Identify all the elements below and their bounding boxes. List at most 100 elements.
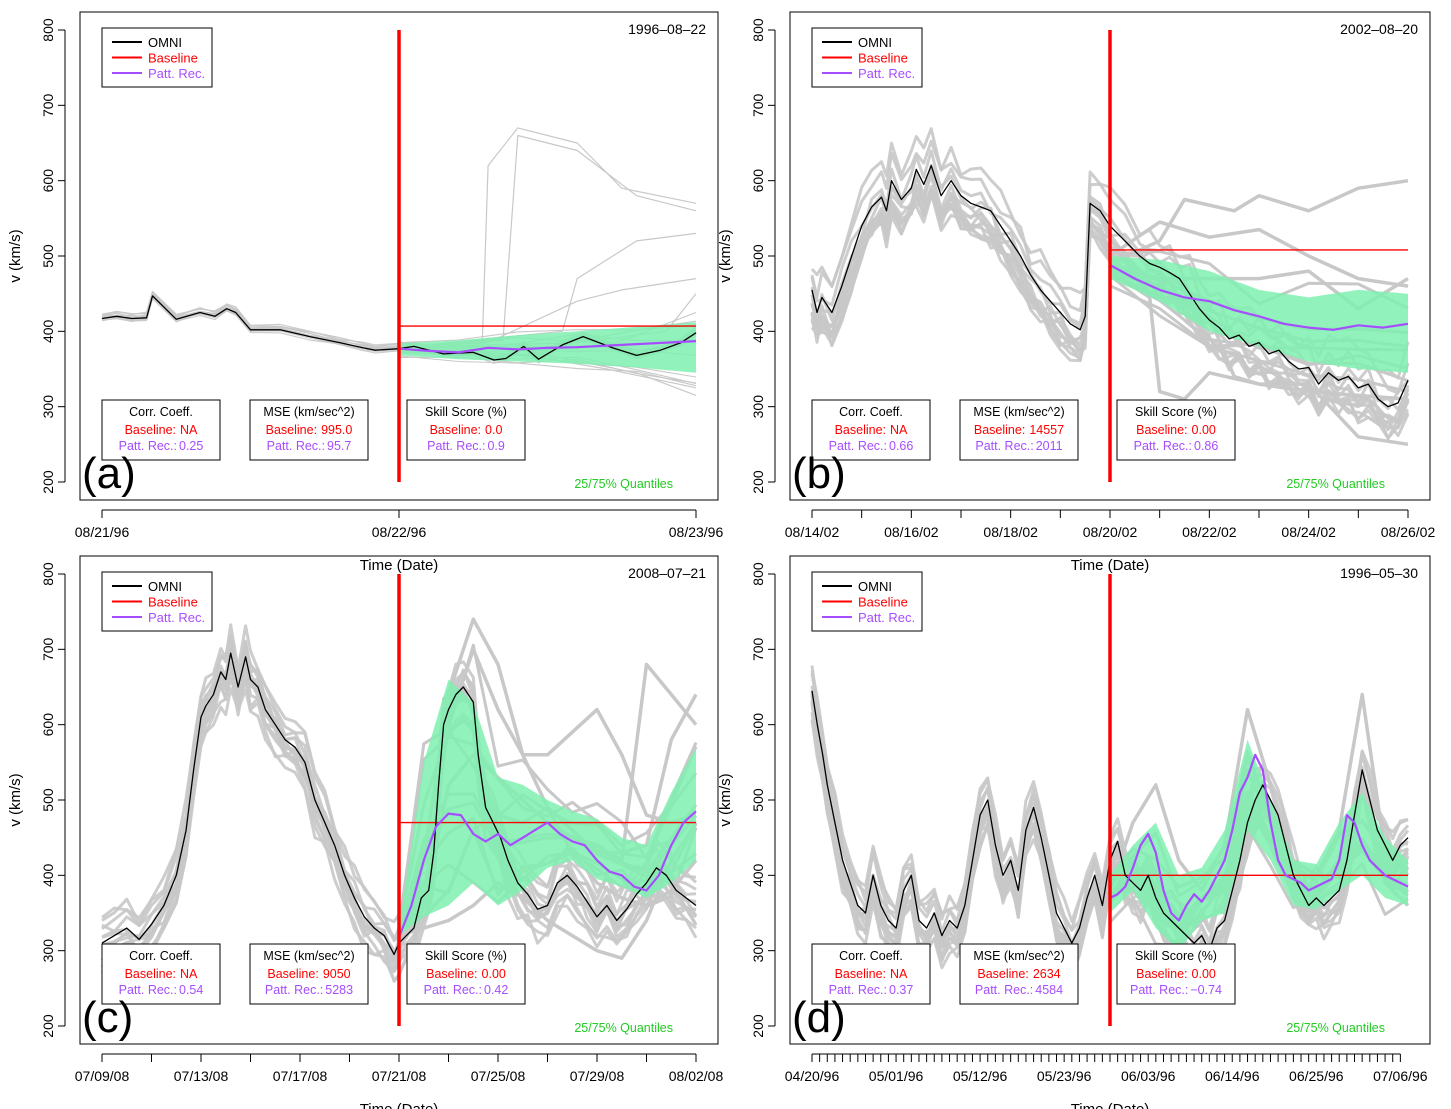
plot-area	[100, 617, 698, 983]
ensemble-curve	[100, 669, 698, 983]
stat-patt-number: −0.74	[1190, 983, 1222, 997]
stat-baseline-number: NA	[180, 423, 198, 437]
x-tick-label: 07/25/08	[471, 1068, 526, 1084]
patt-rec-line	[1109, 753, 1409, 922]
panel-label: (c)	[82, 993, 133, 1042]
stat-patt-number: 4584	[1035, 983, 1063, 997]
y-axis-title: v (km/s)	[7, 773, 24, 826]
x-tick-label: 06/25/96	[1289, 1068, 1344, 1084]
stat-patt-value: Patt. Rec.: 5283	[265, 983, 353, 997]
stat-box-mse: MSE (km/sec^2) Baseline: 995.0 Patt. Rec.: 9…	[249, 399, 369, 461]
stat-box-frame	[811, 943, 931, 1005]
x-axis-title: Time (Date)	[1071, 557, 1150, 574]
stat-patt-prefix: Patt. Rec.:	[1130, 983, 1188, 997]
stat-box-title: Corr. Coeff.	[839, 405, 903, 419]
stat-baseline-value: Baseline: NA	[125, 967, 198, 981]
y-tick-label: 500	[750, 244, 766, 268]
stat-patt-prefix: Patt. Rec.:	[829, 983, 887, 997]
stat-patt-value: Patt. Rec.: 0.9	[427, 439, 505, 453]
stat-box-title: MSE (km/sec^2)	[263, 949, 354, 963]
panel-label: (a)	[82, 449, 136, 498]
y-axis-title: v (km/s)	[717, 773, 734, 826]
x-tick-label: 08/23/96	[669, 524, 724, 540]
x-tick-label: 06/03/96	[1121, 1068, 1176, 1084]
x-axis: 08/14/02 08/16/02 08/18/02 08/20/02 08/22/02…	[785, 509, 1435, 540]
plot-area	[810, 127, 1410, 447]
stat-box-frame	[101, 399, 221, 461]
stat-box-mse: MSE (km/sec^2) Baseline: 14557 Patt. Rec.: 2…	[959, 399, 1079, 461]
x-tick-label: 07/17/08	[273, 1068, 328, 1084]
y-tick-label: 300	[40, 395, 56, 419]
stat-baseline-number: 0.00	[1192, 967, 1216, 981]
stat-baseline-number: 9050	[323, 967, 351, 981]
stat-patt-prefix: Patt. Rec.:	[424, 983, 482, 997]
x-axis-title: Time (Date)	[1071, 1101, 1150, 1109]
stat-baseline-number: 0.00	[1192, 423, 1216, 437]
y-axis: 200 300 400 500 600 700 800	[40, 18, 66, 494]
stat-box-frame	[959, 943, 1079, 1005]
stat-patt-prefix: Patt. Rec.:	[975, 439, 1033, 453]
y-tick-label: 300	[750, 395, 766, 419]
x-tick-label: 07/29/08	[570, 1068, 625, 1084]
stat-box-title: Corr. Coeff.	[129, 949, 193, 963]
stat-patt-value: Patt. Rec.: 95.7	[267, 439, 352, 453]
omni-line	[811, 164, 1409, 408]
x-tick-label: 08/16/02	[884, 524, 939, 540]
quantiles-note: 25/75% Quantiles	[1286, 477, 1385, 491]
stat-patt-value: Patt. Rec.: 0.54	[119, 983, 204, 997]
stat-baseline-value: Baseline: 9050	[267, 967, 350, 981]
stat-box-frame	[1116, 943, 1236, 1005]
stat-patt-prefix: Patt. Rec.:	[267, 439, 325, 453]
stat-baseline-number: 995.0	[321, 423, 352, 437]
x-tick-label: 07/06/96	[1373, 1068, 1428, 1084]
x-axis-title: Time (Date)	[360, 1101, 439, 1109]
omni-line	[101, 652, 697, 956]
y-axis-title: v (km/s)	[7, 229, 24, 282]
stat-baseline-number: NA	[890, 423, 908, 437]
x-tick-label: 08/14/02	[785, 524, 840, 540]
stat-patt-number: 0.37	[889, 983, 913, 997]
y-tick-label: 800	[750, 562, 766, 586]
stat-baseline-value: Baseline: 995.0	[266, 423, 353, 437]
y-tick-label: 300	[750, 939, 766, 963]
stat-box-title: MSE (km/sec^2)	[973, 949, 1064, 963]
y-tick-label: 600	[40, 169, 56, 193]
ensemble-fan-curve	[398, 355, 697, 387]
y-tick-label: 700	[750, 637, 766, 661]
y-tick-label: 800	[40, 18, 56, 42]
stat-box-title: Corr. Coeff.	[839, 949, 903, 963]
y-axis: 200 300 400 500 600 700 800	[750, 18, 776, 494]
legend-label-baseline: Baseline	[148, 595, 198, 610]
legend-label-omni: OMNI	[858, 35, 892, 50]
legend-label-patt-rec: Patt. Rec.	[858, 610, 915, 625]
x-axis: 04/20/96 05/01/96 05/12/96 05/23/96 06/03/96…	[785, 1053, 1428, 1084]
y-tick-label: 200	[40, 1014, 56, 1038]
stat-baseline-prefix: Baseline:	[1136, 967, 1187, 981]
stat-patt-value: Patt. Rec.: 0.25	[119, 439, 204, 453]
y-tick-label: 200	[40, 470, 56, 494]
stat-baseline-prefix: Baseline:	[267, 967, 318, 981]
x-axis: 07/09/08 07/13/08 07/17/08 07/21/08 07/25/08…	[75, 1053, 723, 1084]
y-tick-label: 800	[750, 18, 766, 42]
stat-box-title: Skill Score (%)	[425, 405, 507, 419]
ensemble-fan-curve	[398, 821, 698, 960]
ensemble-fan-curve	[1109, 274, 1409, 394]
stat-box-frame	[406, 943, 526, 1005]
stat-box-frame	[811, 399, 931, 461]
stat-baseline-prefix: Baseline:	[977, 967, 1028, 981]
stat-patt-number: 95.7	[327, 439, 351, 453]
y-tick-label: 600	[750, 169, 766, 193]
stat-patt-prefix: Patt. Rec.:	[265, 983, 323, 997]
patt-rec-line	[397, 810, 697, 938]
x-tick-label: 08/22/96	[372, 524, 427, 540]
stat-baseline-number: NA	[890, 967, 908, 981]
